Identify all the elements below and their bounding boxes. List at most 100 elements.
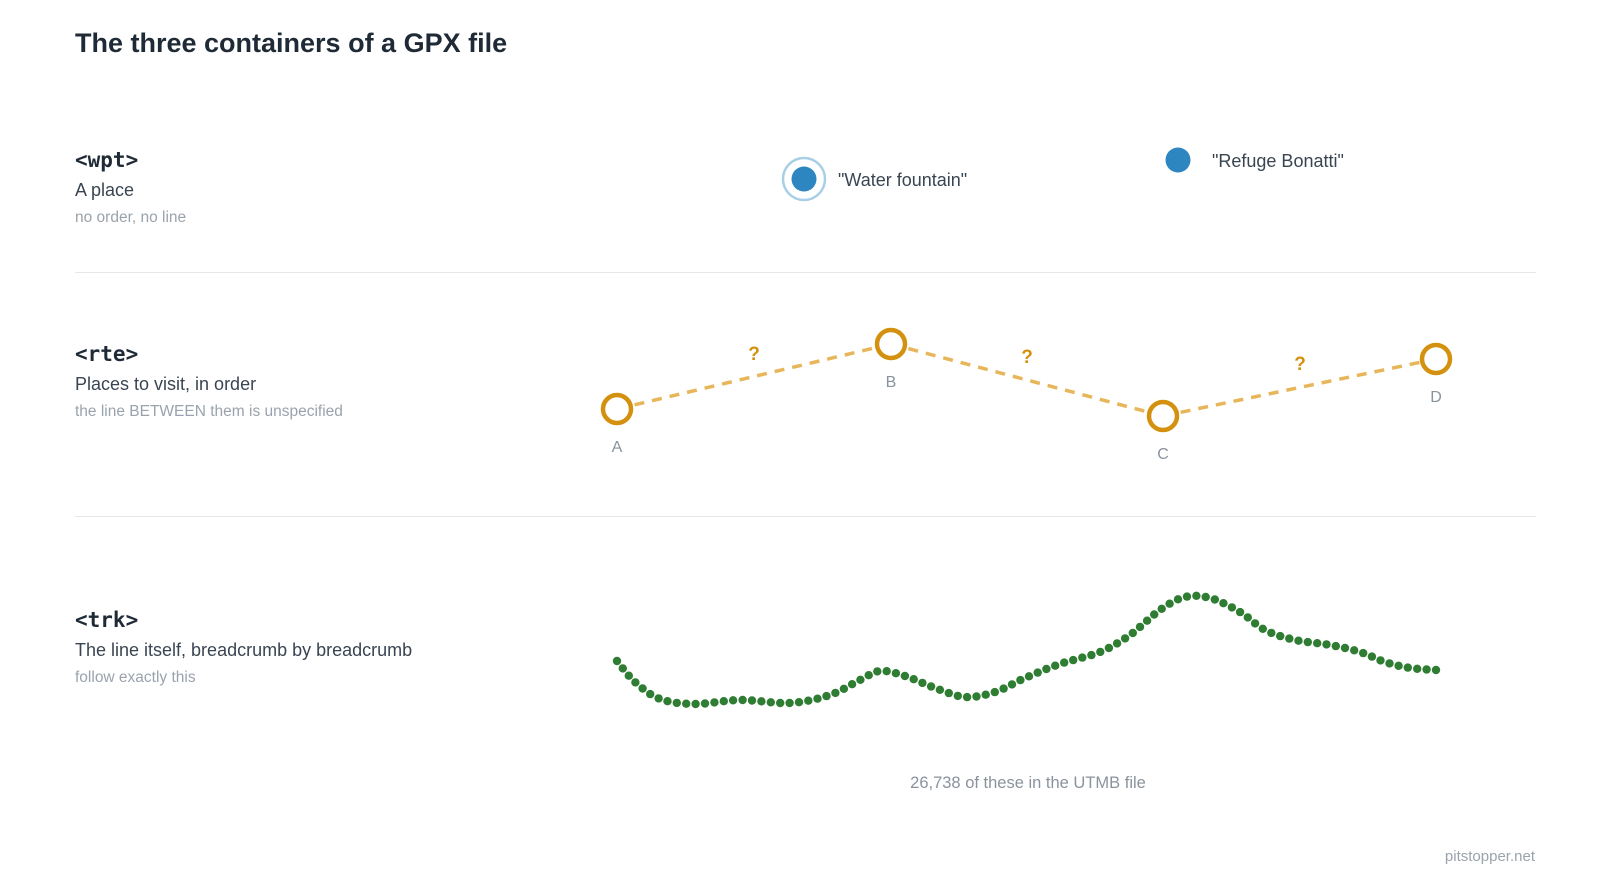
track-breadcrumb-dot xyxy=(1340,643,1350,653)
track-breadcrumb-dot xyxy=(719,697,728,706)
track-breadcrumb-dot xyxy=(1173,595,1183,604)
track-breadcrumb-dot xyxy=(1313,639,1322,648)
track-breadcrumb-dot xyxy=(1235,607,1245,617)
track-breadcrumb-dot xyxy=(1413,664,1422,673)
track-breadcrumb-dot xyxy=(1227,603,1237,612)
trk-tag: <trk> xyxy=(75,608,139,632)
track-breadcrumb-dot xyxy=(1192,591,1201,600)
track-breadcrumb-dot xyxy=(1403,663,1413,672)
track-breadcrumb-dot xyxy=(794,698,804,707)
track-breadcrumb-dot xyxy=(1165,599,1174,608)
track-breadcrumb-dot xyxy=(785,698,794,708)
track-breadcrumb-dot xyxy=(1431,665,1441,675)
track-breadcrumb-dot xyxy=(1016,675,1025,685)
route-question-mark-c-d: ? xyxy=(1294,354,1306,375)
trk-note: follow exactly this xyxy=(75,669,196,686)
track-breadcrumb-dot xyxy=(1150,610,1159,619)
track-breadcrumb-dot xyxy=(1294,636,1303,645)
track-breadcrumb-dot xyxy=(831,688,840,698)
rte-note: the line BETWEEN them is unspecified xyxy=(75,403,343,420)
waypoint-marker-refuge-bonatti xyxy=(1165,147,1191,173)
track-breadcrumb-dot xyxy=(999,684,1008,693)
track-breadcrumb-dot xyxy=(1033,668,1042,677)
track-breadcrumb-dot xyxy=(953,691,962,701)
route-segment-b-c xyxy=(890,342,1164,418)
route-point-c xyxy=(1146,399,1180,433)
track-breadcrumb-dot xyxy=(1182,592,1192,601)
route-point-label-b: B xyxy=(886,374,897,391)
track-breadcrumb-dot xyxy=(926,682,936,691)
wpt-section-label: <wpt> A place no order, no line xyxy=(75,148,186,227)
track-breadcrumb-dot xyxy=(1350,646,1359,655)
track-breadcrumb-dot xyxy=(747,696,757,705)
track-breadcrumb-dot xyxy=(873,667,882,676)
track-breadcrumb-dot xyxy=(654,694,663,703)
trk-section-label: <trk> The line itself, breadcrumb by bre… xyxy=(75,608,412,687)
track-breadcrumb-dot xyxy=(757,697,766,706)
track-breadcrumb-dot xyxy=(1219,599,1228,608)
track-breadcrumb-dot xyxy=(766,698,775,707)
track-breadcrumb-dot xyxy=(918,678,927,688)
wpt-note: no order, no line xyxy=(75,209,187,226)
page-title: The three containers of a GPX file xyxy=(75,28,508,58)
wpt-tag: <wpt> xyxy=(75,148,139,172)
route-question-mark-b-c: ? xyxy=(1021,347,1033,368)
track-breadcrumb-dot xyxy=(1078,653,1087,662)
track-breadcrumb-dot xyxy=(1135,622,1145,632)
track-breadcrumb-dot xyxy=(1359,648,1368,658)
track-breadcrumb-dot xyxy=(700,699,710,708)
track-breadcrumb-dot xyxy=(1104,643,1114,653)
track-breadcrumb-dot xyxy=(1042,664,1051,674)
track-breadcrumb-dot xyxy=(900,671,910,681)
track-breadcrumb-dot xyxy=(1303,637,1313,647)
track-breadcrumb-dot xyxy=(1142,616,1152,625)
track-breadcrumb-dot xyxy=(776,698,785,708)
track-breadcrumb-dot xyxy=(1250,619,1260,628)
route-point-d xyxy=(1419,342,1453,376)
divider-wpt-rte xyxy=(75,272,1536,273)
track-breadcrumb-dot xyxy=(738,695,747,705)
route-point-label-c: C xyxy=(1157,446,1169,463)
footer-credit: pitstopper.net xyxy=(1444,848,1535,865)
track-breadcrumb-dot xyxy=(847,680,857,689)
track-breadcrumb-dot xyxy=(1210,595,1220,604)
track-breadcrumb-dot xyxy=(1322,640,1331,649)
track-breadcrumb-dot xyxy=(1157,604,1166,613)
track-breadcrumb-dot xyxy=(909,675,918,684)
track-breadcrumb-dot xyxy=(1285,634,1294,643)
track-breadcrumb-dot xyxy=(1267,628,1276,638)
track-breadcrumb-dot xyxy=(1385,659,1394,668)
rte-tag: <rte> xyxy=(75,342,139,366)
track-breadcrumb-dot xyxy=(1060,658,1069,667)
track-breadcrumbs xyxy=(612,591,1441,709)
track-breadcrumb-dot xyxy=(1331,641,1341,651)
route-group: ? ? ? A B C D xyxy=(600,327,1453,463)
track-breadcrumb-dot xyxy=(1096,647,1105,657)
divider-rte-trk xyxy=(75,516,1536,517)
track-breadcrumb-dot xyxy=(1201,592,1210,602)
track-breadcrumb-dot xyxy=(1394,661,1403,670)
track-breadcrumb-dot xyxy=(663,697,672,706)
track-breadcrumb-dot xyxy=(1120,634,1130,643)
track-breadcrumb-dot xyxy=(990,687,999,697)
track-breadcrumb-dot xyxy=(682,699,691,708)
waypoint-marker-water-fountain xyxy=(791,166,817,192)
track-breadcrumb-dot xyxy=(972,692,981,701)
track-breadcrumb-dot xyxy=(1069,655,1078,665)
track-breadcrumb-dot xyxy=(631,678,640,687)
track-breadcrumb-dot xyxy=(1367,652,1377,661)
route-point-a xyxy=(600,392,634,426)
track-breadcrumb-dot xyxy=(839,684,849,693)
track-breadcrumb-dot xyxy=(1276,631,1285,641)
route-point-b xyxy=(874,327,908,361)
track-breadcrumb-dot xyxy=(1243,613,1253,622)
track-breadcrumb-dot xyxy=(728,696,738,705)
track-caption: 26,738 of these in the UTMB file xyxy=(910,774,1146,792)
track-breadcrumb-dot xyxy=(891,669,901,678)
track-breadcrumb-dot xyxy=(1258,624,1268,633)
track-breadcrumb-dot xyxy=(1051,661,1060,670)
track-breadcrumb-dot xyxy=(935,685,945,694)
rte-description: Places to visit, in order xyxy=(75,374,257,394)
route-point-label-a: A xyxy=(612,439,623,456)
